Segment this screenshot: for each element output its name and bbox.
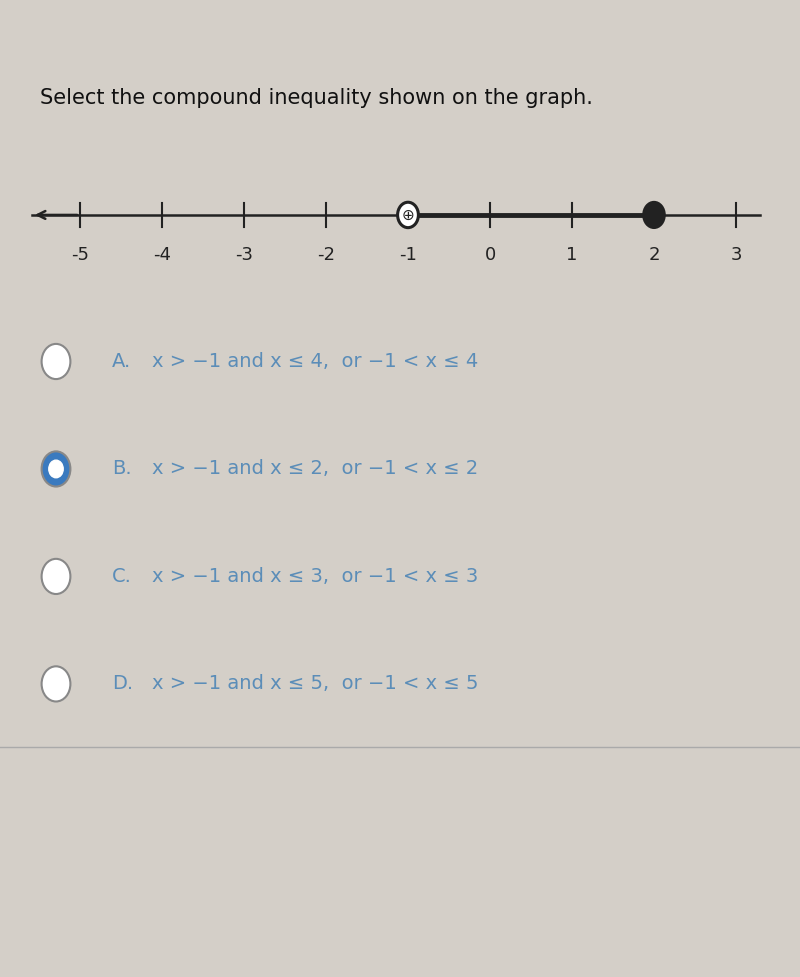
Circle shape: [42, 451, 70, 487]
Text: Select the compound inequality shown on the graph.: Select the compound inequality shown on …: [40, 88, 593, 107]
Circle shape: [42, 344, 70, 379]
Text: 1: 1: [566, 246, 578, 264]
Text: ⊕: ⊕: [402, 207, 414, 223]
Text: 2: 2: [648, 246, 660, 264]
Text: -2: -2: [317, 246, 335, 264]
Text: C.: C.: [112, 567, 132, 586]
Text: -5: -5: [71, 246, 89, 264]
Text: D.: D.: [112, 674, 133, 694]
Text: x > −1 and x ≤ 2,  or −1 < x ≤ 2: x > −1 and x ≤ 2, or −1 < x ≤ 2: [152, 459, 478, 479]
Text: 3: 3: [730, 246, 742, 264]
Text: x > −1 and x ≤ 3,  or −1 < x ≤ 3: x > −1 and x ≤ 3, or −1 < x ≤ 3: [152, 567, 478, 586]
Circle shape: [42, 559, 70, 594]
Circle shape: [49, 460, 63, 478]
Text: x > −1 and x ≤ 4,  or −1 < x ≤ 4: x > −1 and x ≤ 4, or −1 < x ≤ 4: [152, 352, 478, 371]
Text: -3: -3: [235, 246, 253, 264]
Circle shape: [643, 202, 664, 228]
Circle shape: [42, 666, 70, 701]
Text: x > −1 and x ≤ 5,  or −1 < x ≤ 5: x > −1 and x ≤ 5, or −1 < x ≤ 5: [152, 674, 478, 694]
Text: -1: -1: [399, 246, 417, 264]
Circle shape: [398, 202, 418, 228]
Text: B.: B.: [112, 459, 132, 479]
Text: 0: 0: [484, 246, 496, 264]
Text: A.: A.: [112, 352, 131, 371]
Text: -4: -4: [153, 246, 171, 264]
